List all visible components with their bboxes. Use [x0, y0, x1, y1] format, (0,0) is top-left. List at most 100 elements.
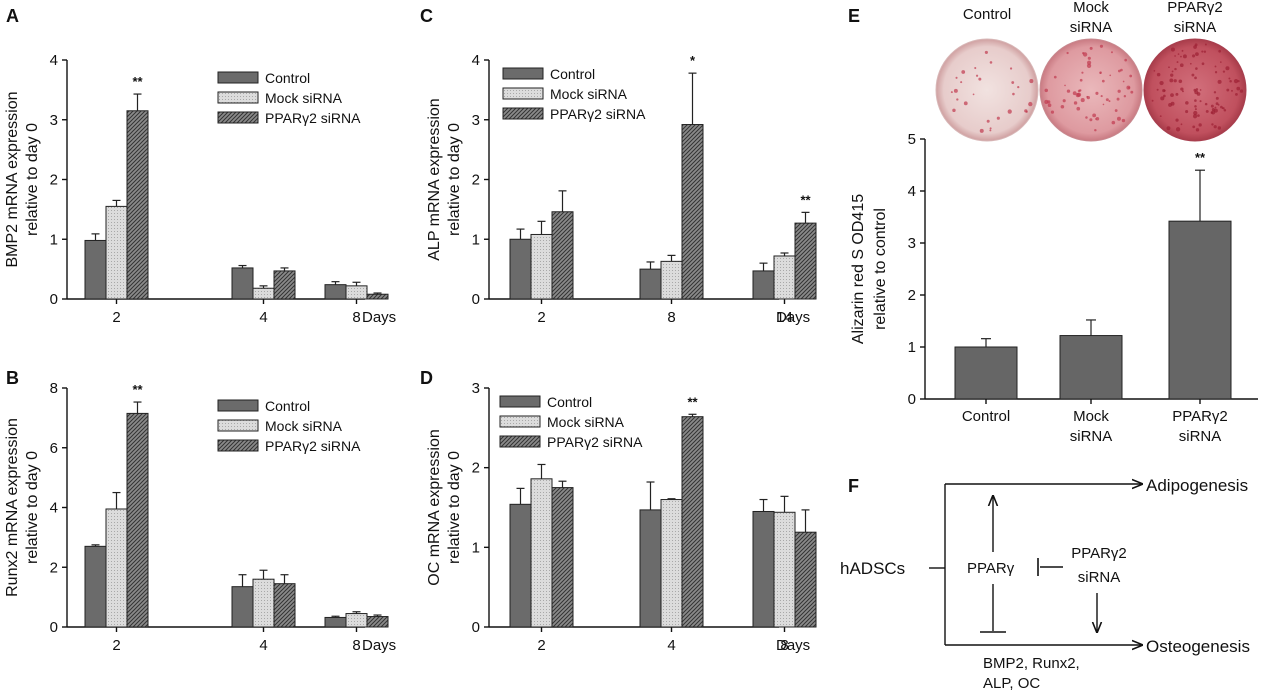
stain-speck — [1101, 79, 1105, 83]
stain-speck — [1122, 80, 1125, 83]
well-labels: Control Mock siRNA PPARγ2 siRNA — [963, 0, 1223, 36]
stain-speck — [1218, 49, 1222, 53]
stain-speck — [1215, 102, 1219, 106]
stain-speck — [1210, 111, 1213, 114]
chart-panel-a-bmp2: 0 1 2 3 4 2 4 8 ** Days BMP2 mRNA expression relati… — [4, 52, 396, 326]
well-control-image — [935, 38, 1039, 142]
panel-e-y-tick-label: 1 — [908, 339, 916, 356]
panel-a-y-tick-label: 4 — [50, 52, 58, 69]
stain-speck — [1130, 90, 1134, 94]
stain-speck — [1095, 91, 1099, 95]
stain-speck — [1235, 92, 1238, 96]
panel-a-x-tick-label: 4 — [259, 309, 267, 326]
stain-speck — [1178, 79, 1183, 84]
stain-speck — [1166, 126, 1171, 131]
stain-speck — [1203, 50, 1207, 53]
stain-speck — [1177, 53, 1180, 55]
panel-c-legend-swatch — [502, 107, 544, 120]
stain-speck — [1159, 80, 1164, 86]
stain-speck — [1204, 102, 1208, 106]
stain-speck — [1226, 88, 1230, 92]
stain-speck — [1116, 116, 1121, 121]
panel-letter-c: C — [420, 6, 433, 26]
stain-speck — [1151, 99, 1154, 102]
panel-letter-e: E — [848, 6, 860, 26]
stain-speck — [1109, 74, 1112, 77]
stain-speck — [989, 61, 993, 64]
stain-speck — [1105, 98, 1109, 102]
well-label: Mock — [1073, 0, 1109, 16]
stain-speck — [1124, 58, 1128, 62]
stain-speck — [989, 127, 992, 130]
panel-c-bar — [794, 222, 817, 300]
panel-letter-f: F — [848, 476, 859, 496]
stain-speck — [1156, 72, 1161, 77]
stain-speck — [1080, 98, 1085, 103]
panel-a-legend-swatch — [217, 111, 259, 124]
stain-speck — [1236, 86, 1241, 91]
stain-speck — [1087, 56, 1091, 60]
stain-speck — [1007, 109, 1012, 114]
stain-speck — [1191, 73, 1195, 77]
panel-c-bar — [752, 270, 775, 300]
stain-speck — [1179, 63, 1184, 68]
panel-c-significance-label: ** — [800, 192, 811, 207]
panel-d-legend-label: Mock siRNA — [547, 414, 625, 430]
stain-speck — [1060, 104, 1065, 109]
stain-speck — [1180, 123, 1183, 126]
panel-d-bar — [551, 487, 574, 628]
stain-speck — [1025, 110, 1028, 113]
panel-b-bar — [366, 616, 389, 628]
panel-b-significance-label: ** — [132, 382, 143, 397]
stain-speck — [1193, 88, 1197, 92]
panel-d-bar — [509, 503, 532, 628]
stain-speck — [1044, 99, 1049, 104]
stain-speck — [1193, 45, 1197, 49]
stain-speck — [1064, 84, 1066, 87]
stain-speck — [1028, 101, 1033, 107]
diagram-inhibitor-line2: siRNA — [1078, 569, 1121, 586]
panel-c-y-tick-label: 3 — [472, 112, 480, 129]
stain-speck — [974, 66, 977, 70]
stain-speck — [1199, 89, 1202, 91]
stain-speck — [1180, 55, 1182, 58]
stain-speck — [1217, 103, 1220, 106]
panel-c-x-tick-label: 2 — [537, 309, 545, 326]
stain-speck — [1214, 71, 1218, 74]
pathway-diagram: hADSCs Adipogenesis Osteogenesis PPARγ P… — [840, 476, 1250, 692]
panel-a-bar — [126, 110, 149, 300]
stain-speck — [979, 128, 984, 133]
panel-b-x-tick-label: 2 — [112, 637, 120, 654]
stain-speck — [1197, 114, 1200, 117]
panel-d-legend-label: PPARγ2 siRNA — [547, 434, 643, 450]
stain-speck — [996, 116, 1000, 120]
panel-d-significance-label: ** — [687, 394, 698, 409]
stain-speck — [1099, 71, 1102, 74]
panel-e-y-axis-title: Alizarin red S OD415 — [850, 194, 867, 344]
panel-e-y-tick-label: 4 — [908, 183, 916, 200]
panel-e-y-tick-label: 2 — [908, 287, 916, 304]
panel-e-bar — [1059, 335, 1123, 400]
panel-a-bar — [366, 293, 389, 300]
stain-speck — [1201, 62, 1205, 66]
stain-speck — [1213, 125, 1217, 129]
panel-d-bar — [660, 499, 683, 628]
panel-d-x-tick-label: 8 — [780, 637, 788, 654]
stain-speck — [1181, 49, 1184, 52]
panel-b-y-tick-label: 2 — [50, 559, 58, 576]
stain-speck — [953, 88, 958, 93]
well-label: PPARγ2 — [1167, 0, 1223, 16]
stain-speck — [1159, 115, 1162, 118]
well-stain-speckles — [950, 43, 1244, 133]
panel-b-y-tick-label: 0 — [50, 619, 58, 636]
stain-speck — [1044, 88, 1049, 93]
stain-speck — [1117, 69, 1121, 73]
panel-c-legend-swatch — [502, 67, 544, 80]
panel-d-legend-label: Control — [547, 394, 592, 410]
panel-c-x-axis-title: Days — [776, 309, 810, 326]
panel-a-bar — [105, 205, 128, 300]
panel-a-y-tick-label: 1 — [50, 231, 58, 248]
outcome-adipogenesis: Adipogenesis — [1146, 476, 1248, 495]
panel-e-bar — [954, 346, 1018, 400]
